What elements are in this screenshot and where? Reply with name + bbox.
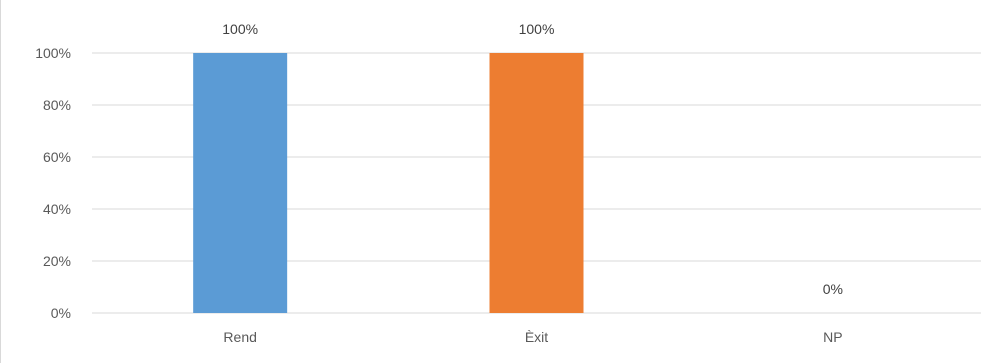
data-label-1: 100% bbox=[519, 21, 555, 37]
bar-1 bbox=[489, 53, 584, 313]
y-tick-label-100: 100% bbox=[35, 45, 71, 61]
bar-0 bbox=[193, 53, 288, 313]
data-label-0: 100% bbox=[222, 21, 258, 37]
category-label-1: Èxit bbox=[525, 329, 548, 345]
category-label-2: NP bbox=[823, 329, 842, 345]
category-label-0: Rend bbox=[223, 329, 256, 345]
y-tick-label-60: 60% bbox=[43, 149, 71, 165]
y-tick-label-40: 40% bbox=[43, 201, 71, 217]
y-tick-label-20: 20% bbox=[43, 253, 71, 269]
data-label-2: 0% bbox=[823, 281, 843, 297]
y-tick-label-0: 0% bbox=[51, 305, 71, 321]
y-tick-label-80: 80% bbox=[43, 97, 71, 113]
